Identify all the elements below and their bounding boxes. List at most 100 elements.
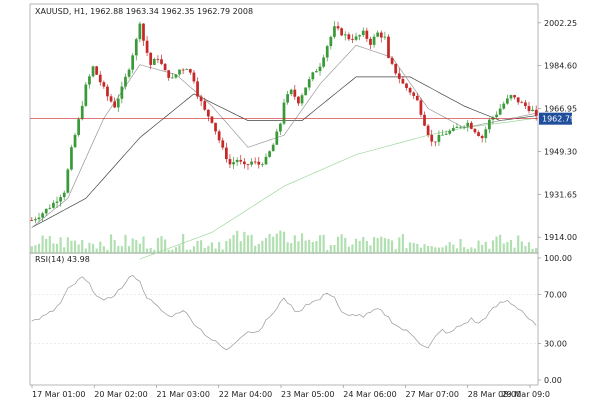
volume-bar [153, 249, 156, 253]
candle-body [347, 34, 351, 40]
candle-body [113, 101, 117, 108]
price-tick-label: 2002.25 [544, 19, 577, 28]
volume-bar [225, 240, 228, 253]
volume-bar [88, 242, 91, 253]
candle-body [426, 125, 430, 135]
volume-bar [52, 243, 55, 253]
volume-bar [282, 231, 286, 253]
candle-body [282, 102, 286, 124]
volume-bar [45, 238, 48, 253]
candle [217, 129, 221, 144]
candle [55, 196, 59, 209]
candle [336, 21, 340, 31]
volume-bar [146, 248, 149, 253]
volume-bar [495, 236, 498, 253]
candle-body [459, 126, 462, 128]
volume-bar [149, 247, 152, 253]
candle [59, 194, 62, 207]
candle [188, 68, 192, 75]
volume-bar [243, 231, 246, 253]
volume-bar [520, 241, 523, 253]
candle [232, 156, 235, 170]
rsi-tick-label: 100.00 [544, 254, 572, 263]
volume-bar [174, 247, 177, 253]
candle-body [383, 36, 387, 38]
candle-body [271, 144, 275, 152]
candle-body [293, 89, 297, 97]
ma-fast-line [31, 44, 537, 228]
candle [304, 87, 307, 96]
volume-bar [34, 245, 37, 253]
candle-body [437, 134, 441, 142]
candle [394, 63, 398, 76]
candle-body [77, 119, 81, 135]
volume-bar [264, 237, 268, 253]
candle [156, 55, 160, 64]
volume-bar [484, 241, 487, 253]
candle-body [408, 88, 412, 93]
volume-bar [228, 238, 232, 253]
volume-bar [189, 249, 192, 253]
candle-body [531, 109, 534, 112]
volume-bar [272, 236, 275, 253]
volume-bar [347, 246, 350, 253]
candle-body [484, 129, 488, 139]
volume-bar [391, 240, 394, 253]
candle-body [210, 116, 214, 123]
volume-bar [416, 243, 419, 253]
candle-body [379, 32, 383, 38]
volume-bar [156, 238, 159, 253]
candle [509, 94, 513, 101]
candle [113, 97, 117, 109]
candle-body [455, 126, 459, 128]
volume-bar [77, 244, 80, 253]
candle [408, 86, 412, 96]
volume-bar [502, 243, 505, 253]
candle-body [448, 130, 452, 134]
candle-body [473, 128, 477, 133]
candle [498, 104, 502, 116]
volume-bar [308, 239, 311, 253]
candle-body [524, 102, 527, 107]
candle [48, 204, 52, 210]
candle-body [156, 58, 160, 60]
candle [91, 65, 95, 78]
candle [343, 31, 347, 41]
candle [466, 120, 470, 132]
candle [459, 126, 462, 129]
candle-body [415, 95, 419, 101]
candle [268, 150, 271, 158]
volume-bars [30, 230, 538, 253]
volume-bar [412, 242, 415, 253]
volume-bar [218, 242, 221, 253]
candle-body [160, 59, 163, 64]
candle [524, 100, 527, 109]
candle [325, 44, 329, 62]
rsi-panel-frame [29, 252, 539, 386]
candles[interactable] [30, 21, 538, 223]
time-tick-label: 23 Mar 05:00 [281, 390, 334, 399]
volume-bar [445, 245, 448, 253]
volume-bar [470, 247, 473, 253]
volume-bar [452, 244, 455, 253]
candle-body [289, 89, 293, 95]
candle-body [401, 78, 405, 84]
candle-body [354, 36, 358, 40]
candle [520, 100, 524, 104]
candle [52, 200, 55, 209]
volume-bar [41, 235, 44, 253]
candle-body [387, 36, 390, 58]
volume-bar [326, 249, 329, 253]
candle [340, 27, 344, 37]
volume-bar [192, 246, 196, 253]
candle [412, 91, 416, 100]
time-tick-label: 29 Mar 09:0 [502, 390, 550, 399]
candle [124, 73, 127, 90]
time-tick-label: 27 Mar 07:00 [406, 390, 459, 399]
price-tick-label: 1966.95 [544, 105, 577, 114]
candle [448, 128, 452, 136]
candle [506, 94, 509, 105]
candle-body [466, 122, 470, 127]
candle [315, 68, 318, 73]
